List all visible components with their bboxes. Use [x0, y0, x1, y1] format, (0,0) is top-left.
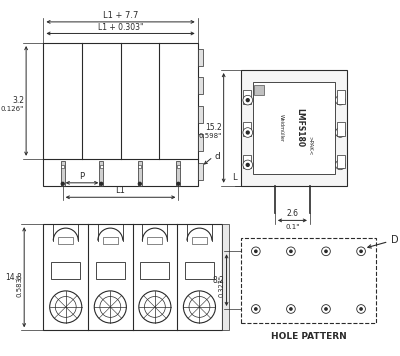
- Bar: [198, 163, 204, 180]
- Bar: [198, 49, 204, 66]
- Bar: [100, 164, 103, 168]
- Text: 8.2: 8.2: [213, 276, 225, 285]
- Circle shape: [139, 291, 171, 323]
- Circle shape: [290, 308, 292, 310]
- Circle shape: [290, 250, 292, 252]
- Circle shape: [100, 182, 103, 185]
- Circle shape: [100, 297, 121, 317]
- Circle shape: [360, 308, 362, 310]
- Circle shape: [94, 291, 126, 323]
- Circle shape: [339, 131, 342, 134]
- Text: L1 + 0.303": L1 + 0.303": [98, 22, 143, 32]
- Circle shape: [322, 247, 330, 256]
- Bar: [222, 224, 230, 330]
- Bar: [61, 164, 64, 168]
- Text: 14.8: 14.8: [6, 273, 22, 282]
- Bar: [337, 122, 345, 136]
- Bar: [138, 161, 142, 186]
- Bar: [243, 90, 251, 104]
- Circle shape: [357, 305, 366, 313]
- Bar: [337, 155, 345, 168]
- Text: 15.2: 15.2: [205, 124, 222, 132]
- Text: P: P: [80, 172, 84, 181]
- Circle shape: [252, 247, 260, 256]
- Circle shape: [336, 95, 345, 105]
- Bar: [58, 237, 73, 244]
- Text: HOLE PATTERN: HOLE PATTERN: [270, 332, 346, 341]
- Text: L1 + 7.7: L1 + 7.7: [103, 11, 138, 20]
- Circle shape: [246, 163, 249, 166]
- Circle shape: [325, 250, 327, 252]
- Circle shape: [336, 128, 345, 137]
- Bar: [61, 161, 65, 186]
- Bar: [243, 155, 251, 168]
- Circle shape: [252, 305, 260, 313]
- Circle shape: [61, 182, 64, 185]
- Bar: [176, 161, 180, 186]
- Circle shape: [243, 160, 252, 170]
- Circle shape: [255, 250, 257, 252]
- Circle shape: [325, 308, 327, 310]
- Bar: [252, 82, 336, 174]
- Bar: [138, 164, 141, 168]
- Bar: [198, 134, 204, 152]
- Circle shape: [189, 297, 210, 317]
- Bar: [44, 43, 198, 186]
- Bar: [51, 262, 80, 279]
- Bar: [254, 85, 264, 95]
- Text: 0.323": 0.323": [219, 275, 225, 297]
- Circle shape: [357, 247, 366, 256]
- Circle shape: [255, 308, 257, 310]
- Bar: [99, 161, 103, 186]
- Bar: [241, 70, 347, 186]
- Text: d: d: [215, 152, 221, 161]
- Text: >PAK<: >PAK<: [308, 136, 312, 155]
- Circle shape: [286, 305, 295, 313]
- Circle shape: [246, 99, 249, 101]
- Circle shape: [286, 247, 295, 256]
- Circle shape: [360, 250, 362, 252]
- Text: L1: L1: [116, 186, 126, 195]
- Circle shape: [184, 291, 216, 323]
- Circle shape: [339, 163, 342, 166]
- Circle shape: [144, 297, 165, 317]
- Bar: [177, 164, 180, 168]
- Circle shape: [177, 182, 180, 185]
- Circle shape: [246, 131, 249, 134]
- Bar: [140, 262, 169, 279]
- Bar: [243, 122, 251, 136]
- Circle shape: [243, 128, 252, 137]
- Text: 0.598": 0.598": [198, 132, 222, 138]
- Bar: [44, 224, 222, 330]
- Bar: [147, 237, 162, 244]
- Circle shape: [243, 95, 252, 105]
- Text: 0.583": 0.583": [16, 273, 22, 297]
- Circle shape: [339, 99, 342, 101]
- Circle shape: [55, 297, 76, 317]
- Text: 3.2: 3.2: [12, 96, 24, 105]
- Bar: [96, 262, 125, 279]
- Text: D: D: [368, 235, 399, 248]
- Bar: [103, 237, 118, 244]
- Text: L: L: [232, 173, 237, 182]
- Text: LMFS180: LMFS180: [295, 108, 304, 147]
- Bar: [337, 90, 345, 104]
- Text: 2.6: 2.6: [286, 209, 298, 219]
- Circle shape: [336, 160, 345, 170]
- Bar: [198, 77, 204, 94]
- Bar: [198, 106, 204, 123]
- Text: 0.1": 0.1": [285, 224, 300, 230]
- Circle shape: [50, 291, 82, 323]
- Text: 0.126": 0.126": [1, 106, 24, 112]
- Bar: [185, 262, 214, 279]
- Circle shape: [138, 182, 141, 185]
- Circle shape: [322, 305, 330, 313]
- Text: Weidmüller: Weidmüller: [279, 114, 284, 142]
- Bar: [192, 237, 207, 244]
- Bar: [241, 238, 376, 323]
